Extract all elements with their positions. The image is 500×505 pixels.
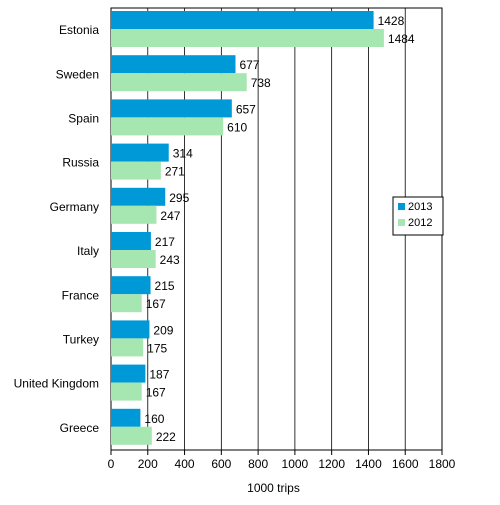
x-tick-label: 200 [138, 457, 158, 471]
data-label: 1484 [388, 32, 415, 46]
x-axis-ticks: 0 200 400 600 800 1000 1200 1400 1600 1800 [108, 450, 456, 471]
bar-2012 [111, 29, 384, 47]
category-labels: Estonia Sweden Spain Russia Germany Italy Fran… [14, 23, 100, 435]
data-label: 314 [173, 147, 193, 161]
bar-2013 [111, 276, 151, 295]
data-label: 209 [153, 323, 173, 337]
bar-2012 [111, 250, 156, 268]
legend-swatch [398, 219, 405, 226]
legend: 2013 2012 [392, 196, 444, 236]
category-label: Turkey [63, 333, 99, 347]
data-label: 657 [236, 102, 256, 116]
x-tick-label: 0 [108, 457, 115, 471]
bar-2012 [111, 426, 152, 445]
data-label: 160 [144, 412, 164, 426]
bar-2013 [111, 143, 169, 162]
bar-2012 [111, 205, 157, 224]
bar-2013 [111, 232, 151, 250]
data-label: 610 [227, 120, 247, 134]
bar-2013 [111, 320, 150, 339]
bar-2013 [111, 364, 146, 383]
legend-label: 2013 [408, 201, 432, 213]
legend-label: 2012 [408, 217, 432, 229]
data-label: 243 [160, 253, 180, 267]
category-label: Germany [50, 200, 99, 214]
bar-2013 [111, 99, 232, 118]
bar-2013 [111, 408, 141, 427]
bar-2012 [111, 117, 224, 136]
x-tick-label: 1200 [318, 457, 345, 471]
data-label: 167 [146, 386, 166, 400]
data-label: 215 [155, 279, 175, 293]
data-label: 738 [251, 76, 271, 90]
category-label: Spain [68, 112, 99, 126]
category-label: Sweden [56, 67, 99, 81]
x-tick-label: 600 [211, 457, 231, 471]
bar-2013 [111, 55, 236, 74]
bars [111, 11, 384, 445]
data-label: 295 [169, 191, 189, 205]
bar-2012 [111, 338, 144, 357]
x-tick-label: 1800 [429, 457, 456, 471]
x-tick-label: 1400 [355, 457, 382, 471]
data-label: 677 [239, 58, 259, 72]
legend-swatch [398, 203, 405, 210]
data-label: 271 [165, 165, 185, 179]
bar-2013 [111, 187, 166, 206]
category-label: Estonia [59, 23, 99, 37]
bar-2012 [111, 161, 161, 180]
x-tick-label: 1600 [392, 457, 419, 471]
category-label: Italy [77, 244, 99, 258]
data-label: 187 [149, 368, 169, 382]
data-label: 217 [155, 235, 175, 249]
x-tick-label: 400 [175, 457, 195, 471]
data-label: 175 [147, 341, 167, 355]
bar-2012 [111, 382, 142, 401]
data-label: 167 [146, 297, 166, 311]
bar-2012 [111, 73, 247, 92]
category-label: France [62, 288, 100, 302]
data-label: 222 [156, 430, 176, 444]
x-axis-title: 1000 trips [247, 481, 300, 495]
data-label: 247 [160, 209, 180, 223]
category-label: United Kingdom [14, 377, 99, 391]
x-tick-label: 800 [248, 457, 268, 471]
bar-2013 [111, 11, 374, 29]
x-tick-label: 1000 [282, 457, 309, 471]
data-labels: 1428 1484 677 738 657 610 314 271 295 247 217 243 21… [144, 14, 414, 444]
data-label: 1428 [378, 14, 405, 28]
bar-2012 [111, 294, 142, 313]
category-label: Russia [62, 156, 99, 170]
category-label: Greece [60, 421, 100, 435]
